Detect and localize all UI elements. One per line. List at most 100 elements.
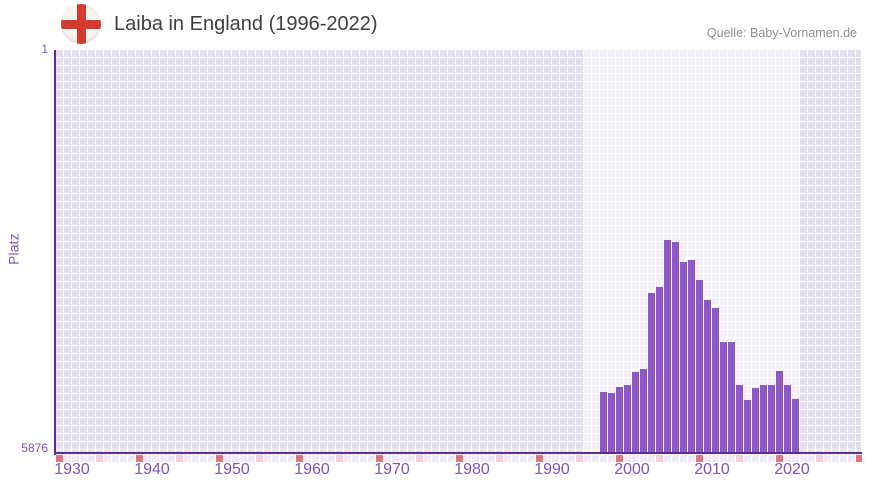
strip-square	[168, 455, 175, 462]
x-tick-2020: 2020	[774, 461, 810, 478]
strip-square	[480, 455, 487, 462]
strip-square	[520, 455, 527, 462]
strip-square	[352, 455, 359, 462]
strip-square	[320, 455, 327, 462]
y-axis-max-label: 1	[41, 42, 48, 56]
bar-2002	[648, 293, 655, 453]
strip-square	[584, 455, 591, 462]
bar-2013	[736, 385, 743, 453]
strip-square	[336, 455, 343, 462]
strip-square-decade	[696, 455, 703, 462]
strip-square	[144, 455, 151, 462]
bar-2008	[696, 280, 703, 453]
x-tick-1980: 1980	[454, 461, 490, 478]
strip-square	[360, 455, 367, 462]
strip-square	[96, 455, 103, 462]
strip-square	[768, 455, 775, 462]
strip-square	[416, 455, 423, 462]
strip-square	[184, 455, 191, 462]
strip-square	[800, 455, 807, 462]
strip-square	[664, 455, 671, 462]
strip-square	[648, 455, 655, 462]
flag-cross-horizontal	[61, 19, 101, 29]
strip-square	[688, 455, 695, 462]
x-tick-1940: 1940	[134, 461, 170, 478]
strip-square	[160, 455, 167, 462]
strip-square	[272, 455, 279, 462]
strip-square	[280, 455, 287, 462]
bar-1996	[600, 392, 607, 453]
strip-square	[128, 455, 135, 462]
strip-square	[400, 455, 407, 462]
strip-square	[576, 455, 583, 462]
source-link[interactable]: Quelle: Baby-Vornamen.de	[706, 26, 857, 40]
page-title: Laiba in England (1996-2022)	[114, 13, 378, 35]
bar-2005	[672, 242, 679, 453]
strip-square	[232, 455, 239, 462]
strip-square	[784, 455, 791, 462]
bar-1999	[624, 385, 631, 453]
strip-square-decade	[136, 455, 143, 462]
y-axis-min-label: 5876	[21, 441, 48, 455]
strip-square	[120, 455, 127, 462]
strip-square	[464, 455, 471, 462]
strip-square	[64, 455, 71, 462]
strip-square	[384, 455, 391, 462]
strip-square-decade	[456, 455, 463, 462]
timeline-strip	[56, 455, 862, 463]
strip-square	[192, 455, 199, 462]
x-tick-2000: 2000	[614, 461, 650, 478]
strip-square	[704, 455, 711, 462]
strip-square	[224, 455, 231, 462]
strip-square	[608, 455, 615, 462]
strip-square	[432, 455, 439, 462]
strip-square	[264, 455, 271, 462]
strip-square	[560, 455, 567, 462]
y-axis-title: Platz	[6, 233, 22, 265]
strip-square	[112, 455, 119, 462]
strip-square-decade	[856, 455, 862, 462]
strip-square	[288, 455, 295, 462]
strip-square	[512, 455, 519, 462]
x-tick-2010: 2010	[694, 461, 730, 478]
bar-2001	[640, 369, 647, 453]
strip-square	[248, 455, 255, 462]
bar-2000	[632, 372, 639, 453]
strip-square	[448, 455, 455, 462]
strip-square	[200, 455, 207, 462]
strip-square	[152, 455, 159, 462]
strip-square	[80, 455, 87, 462]
strip-square-decade	[776, 455, 783, 462]
strip-square	[208, 455, 215, 462]
bar-2019	[784, 385, 791, 453]
strip-square	[824, 455, 831, 462]
strip-square-decade	[56, 455, 63, 462]
strip-square	[656, 455, 663, 462]
strip-square	[368, 455, 375, 462]
strip-square	[632, 455, 639, 462]
strip-square	[552, 455, 559, 462]
strip-square	[736, 455, 743, 462]
strip-square	[440, 455, 447, 462]
bar-2009	[704, 300, 711, 453]
bar-1998	[616, 387, 623, 453]
bar-2017	[768, 385, 775, 453]
strip-square	[640, 455, 647, 462]
strip-square	[760, 455, 767, 462]
strip-square	[720, 455, 727, 462]
bar-2010	[712, 308, 719, 453]
x-axis-labels: 1930 1940 1950 1960 1970 1980 1990 2000 2010 2020	[54, 461, 862, 481]
england-flag-icon	[61, 4, 101, 44]
x-axis-line	[54, 451, 862, 454]
bar-2016	[760, 385, 767, 453]
strip-square	[488, 455, 495, 462]
strip-square	[328, 455, 335, 462]
x-tick-1970: 1970	[374, 461, 410, 478]
strip-square	[240, 455, 247, 462]
strip-square	[256, 455, 263, 462]
strip-square	[808, 455, 815, 462]
strip-square	[672, 455, 679, 462]
bar-2003	[656, 287, 663, 453]
strip-square	[600, 455, 607, 462]
